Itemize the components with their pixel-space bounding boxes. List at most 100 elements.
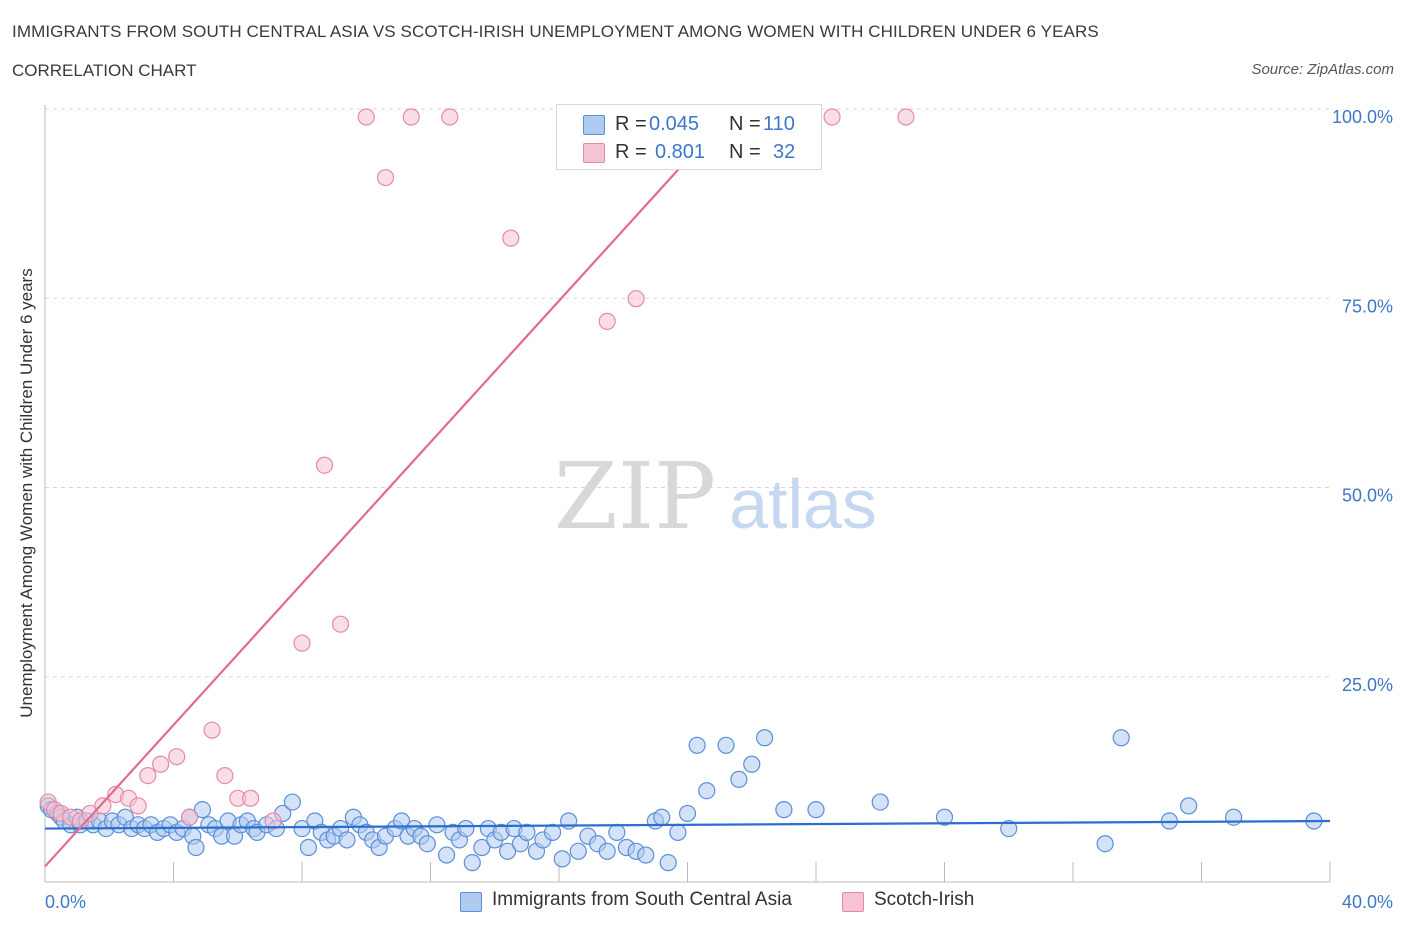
point-immigrants (463, 854, 481, 872)
y-tick-label: 50.0% (1342, 486, 1393, 506)
legend-n-value: 32 (773, 141, 796, 163)
legend-r-value: 0.801 (655, 141, 706, 163)
point-immigrants (755, 729, 774, 747)
point-scotch-irish (94, 797, 112, 815)
point-scotch-irish (293, 634, 311, 652)
point-immigrants (743, 755, 761, 773)
x-tick-label: 40.0% (1342, 892, 1393, 912)
point-scotch-irish (897, 108, 915, 126)
point-immigrants (569, 842, 587, 860)
trend-line-immigrants (44, 819, 1331, 830)
point-immigrants (807, 801, 825, 819)
point-scotch-irish (152, 755, 170, 773)
point-scotch-irish (168, 748, 186, 766)
legend-swatch-pink (583, 143, 605, 163)
chart-subtitle: CORRELATION CHART (12, 61, 197, 80)
point-scotch-irish (598, 312, 616, 330)
grid-lines (45, 108, 1330, 678)
point-immigrants (688, 736, 706, 754)
point-immigrants (608, 823, 626, 841)
legend-label-scotch-irish: Scotch-Irish (874, 889, 975, 910)
point-scotch-irish (180, 808, 199, 826)
point-scotch-irish (81, 804, 99, 823)
legend-swatch-blue (460, 892, 482, 912)
legend-n-value: 110 (763, 113, 795, 135)
watermark-zip: ZIP (554, 443, 716, 550)
point-immigrants (299, 838, 318, 857)
point-immigrants (518, 823, 536, 841)
series-legend: Immigrants from South Central Asia Scotc… (0, 888, 1406, 918)
point-immigrants (553, 850, 571, 868)
point-scotch-irish (139, 766, 157, 785)
point-scotch-irish (357, 108, 375, 126)
legend-r-label: R = (615, 141, 647, 163)
point-scotch-irish (502, 229, 520, 247)
point-immigrants (499, 842, 517, 860)
point-immigrants (730, 770, 748, 788)
point-immigrants (698, 782, 716, 800)
point-immigrants (392, 812, 411, 830)
trend-lines (44, 116, 1331, 868)
point-immigrants (659, 854, 677, 872)
legend-swatch-pink (842, 892, 864, 912)
watermark-atlas: atlas (729, 465, 877, 543)
point-immigrants (543, 823, 562, 841)
point-immigrants (283, 793, 301, 811)
y-axis-label: Unemployment Among Women with Children U… (17, 268, 36, 718)
point-immigrants (418, 835, 436, 853)
point-immigrants (717, 736, 735, 754)
x-tick-label: 0.0% (45, 892, 86, 912)
point-immigrants (193, 801, 212, 819)
point-scotch-irish (242, 789, 260, 807)
point-immigrants (1000, 819, 1018, 838)
correlation-legend: R = 0.045 N = 110 R = 0.801 N = 32 (556, 104, 822, 170)
y-tick-label: 75.0% (1342, 296, 1393, 316)
legend-r-value: 0.045 (649, 113, 700, 135)
point-immigrants (871, 793, 889, 811)
point-immigrants (1180, 797, 1198, 815)
point-scotch-irish (627, 290, 645, 308)
point-immigrants (678, 804, 697, 823)
y-tick-label: 100.0% (1332, 107, 1393, 127)
point-scotch-irish (129, 797, 147, 815)
point-immigrants (293, 819, 311, 838)
point-immigrants (457, 819, 475, 838)
legend-n-label: N = (729, 141, 761, 163)
series-scotch-irish-points (39, 108, 915, 830)
point-scotch-irish (264, 812, 282, 830)
tick-labels: 25.0% 50.0% 75.0% 100.0% 0.0% 40.0% (45, 107, 1393, 912)
trend-line-scotch-irish (44, 116, 727, 868)
point-immigrants (473, 838, 491, 857)
point-immigrants (187, 838, 205, 857)
point-scotch-irish (376, 168, 395, 187)
legend-row-immigrants: R = 0.045 N = 110 (557, 111, 821, 139)
point-immigrants (437, 846, 456, 864)
point-immigrants (1112, 729, 1130, 747)
source-note: Source: ZipAtlas.com (1251, 61, 1394, 78)
y-tick-label: 25.0% (1342, 675, 1393, 695)
point-immigrants (338, 831, 356, 849)
point-immigrants (637, 846, 655, 864)
legend-swatch-blue (583, 115, 605, 135)
axes (44, 105, 1331, 883)
point-scotch-irish (441, 108, 459, 126)
point-scotch-irish (823, 108, 841, 126)
point-immigrants (1225, 808, 1243, 826)
point-immigrants (669, 823, 687, 841)
legend-r-label: R = (615, 113, 647, 135)
chart-title: IMMIGRANTS FROM SOUTH CENTRAL ASIA VS SC… (12, 22, 1099, 41)
point-immigrants (775, 801, 793, 819)
legend-n-label: N = (729, 113, 761, 135)
point-immigrants (935, 808, 954, 826)
point-immigrants (428, 816, 446, 834)
point-scotch-irish (315, 456, 334, 474)
legend-row-scotch-irish: R = 0.801 N = 32 (557, 139, 821, 167)
point-scotch-irish (331, 615, 350, 633)
point-scotch-irish (203, 721, 221, 739)
legend-label-immigrants: Immigrants from South Central Asia (492, 889, 792, 910)
point-immigrants (653, 808, 671, 826)
point-scotch-irish (402, 108, 420, 126)
watermark: ZIP atlas (554, 443, 877, 550)
point-immigrants (598, 842, 616, 860)
